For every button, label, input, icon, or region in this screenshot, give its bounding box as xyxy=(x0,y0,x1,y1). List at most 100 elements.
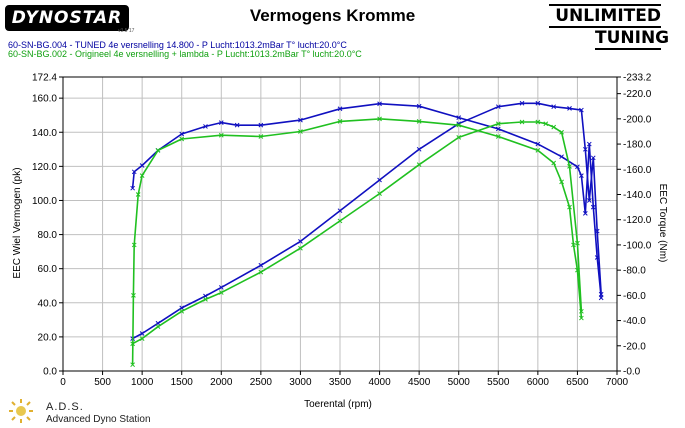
data-point-original-torque xyxy=(579,315,584,321)
x-tick-label: 3500 xyxy=(329,377,352,388)
data-point-tuned-torque xyxy=(495,126,501,132)
y-tick-label: 0.0 xyxy=(43,367,57,378)
data-point-tuned-power xyxy=(519,100,525,106)
axes: 0 500 1000 1500 2000 2500 3000 3500 4000 4500 5000… xyxy=(32,73,652,389)
run-label-tuned: 60-SN-BG.004 - TUNED 4e versnelling 14.8… xyxy=(8,40,347,50)
data-point-original-power xyxy=(298,245,303,251)
data-point-original-torque xyxy=(135,192,141,197)
data-point-original-torque xyxy=(131,293,136,298)
data-point-tuned-torque xyxy=(416,103,422,109)
data-point-original-torque xyxy=(377,116,382,122)
data-point-tuned-power xyxy=(590,155,596,161)
data-point-tuned-torque xyxy=(234,122,240,128)
data-point-original-power xyxy=(155,324,161,330)
y-tick-label: 20.0 xyxy=(38,332,58,343)
data-point-tuned-power xyxy=(218,285,224,290)
data-point-tuned-power xyxy=(582,146,588,152)
x-tick-label: 2500 xyxy=(250,377,273,388)
y2-tick-label: -140.0 xyxy=(623,190,652,201)
x-tick-label: 5000 xyxy=(448,377,471,388)
data-point-original-torque xyxy=(571,242,576,248)
data-point-original-power xyxy=(337,218,343,224)
data-point-tuned-torque xyxy=(377,101,382,107)
data-point-tuned-power xyxy=(495,104,501,110)
data-point-tuned-torque xyxy=(337,106,343,112)
data-point-original-torque xyxy=(416,119,422,124)
data-point-tuned-torque xyxy=(203,124,208,129)
x-tick-label: 500 xyxy=(94,377,111,388)
data-point-tuned-torque xyxy=(298,117,303,123)
y2-axis-label: EEC Torque (Nm) xyxy=(657,184,668,263)
data-point-original-power xyxy=(551,124,557,130)
data-point-original-torque xyxy=(535,148,541,153)
x-tick-label: 5500 xyxy=(487,377,510,388)
data-point-original-torque xyxy=(495,134,501,139)
x-tick-label: 6000 xyxy=(527,377,550,388)
x-tick-label: 1500 xyxy=(171,377,194,388)
ads-subtitle: Advanced Dyno Station xyxy=(46,414,151,425)
data-point-original-torque xyxy=(298,129,303,134)
chart-title: Vermogens Kromme xyxy=(249,6,416,25)
data-point-original-power xyxy=(416,162,422,168)
data-point-original-torque xyxy=(155,148,161,153)
data-point-original-power xyxy=(218,290,224,295)
y2-tick-label: -100.0 xyxy=(623,240,652,251)
data-point-original-power xyxy=(139,336,145,341)
data-point-original-power xyxy=(519,119,525,125)
data-point-tuned-power xyxy=(551,104,557,110)
data-point-original-power xyxy=(575,240,580,246)
grid xyxy=(63,77,617,371)
data-point-tuned-power xyxy=(535,100,541,106)
data-point-original-torque xyxy=(258,134,264,139)
data-point-tuned-torque xyxy=(590,204,596,210)
data-point-tuned-torque xyxy=(535,141,541,147)
x-tick-label: 4000 xyxy=(368,377,391,388)
y-tick-label: 80.0 xyxy=(38,230,58,241)
x-tick-label: 2000 xyxy=(210,377,233,388)
data-point-original-power xyxy=(258,269,264,275)
data-point-original-torque xyxy=(559,179,564,185)
x-tick-label: 4500 xyxy=(408,377,431,388)
data-point-tuned-torque xyxy=(575,164,580,170)
data-point-original-torque xyxy=(130,362,135,368)
data-point-tuned-torque xyxy=(598,295,604,301)
y-tick-label: 60.0 xyxy=(38,264,58,275)
data-point-tuned-power xyxy=(155,320,161,326)
series-line-original-torque xyxy=(131,118,583,365)
data-point-original-power xyxy=(567,164,572,169)
data-point-original-power xyxy=(495,121,501,127)
y-tick-label: 120.0 xyxy=(32,162,57,173)
data-point-tuned-torque xyxy=(559,154,564,160)
data-point-original-power xyxy=(535,119,541,125)
data-point-original-torque xyxy=(218,132,224,138)
y2-tick-label: -120.0 xyxy=(623,215,652,226)
data-point-tuned-torque xyxy=(586,141,592,147)
data-point-tuned-power xyxy=(586,198,592,203)
plot-frame xyxy=(62,76,618,372)
y2-tick-label: -220.0 xyxy=(623,89,652,100)
y-tick-label: 140.0 xyxy=(32,128,57,139)
x-axis-label: Toerental (rpm) xyxy=(304,399,372,410)
data-point-original-power xyxy=(377,191,382,196)
x-tick-label: 0 xyxy=(60,377,66,388)
x-tick-label: 1000 xyxy=(131,377,154,388)
y2-tick-label: -20.0 xyxy=(623,341,646,352)
data-point-tuned-torque xyxy=(456,115,462,120)
y2-tick-label: -160.0 xyxy=(623,165,652,176)
series-line-tuned-power xyxy=(132,102,602,340)
data-point-tuned-power xyxy=(258,262,264,268)
series-line-original-power xyxy=(132,121,583,345)
logo-right-line1: UNLIMITED xyxy=(549,4,661,28)
data-point-tuned-power xyxy=(567,106,572,111)
data-point-tuned-power xyxy=(579,107,584,113)
ads-sun-logo xyxy=(9,399,33,423)
data-point-original-torque xyxy=(551,160,557,166)
data-point-original-torque xyxy=(179,136,185,142)
y-tick-label: 172.4 xyxy=(32,73,57,84)
y-tick-label: 160.0 xyxy=(32,94,57,105)
x-tick-label: 6500 xyxy=(566,377,589,388)
y2-tick-label: -80.0 xyxy=(623,266,646,277)
data-point-original-power xyxy=(179,308,185,314)
data-point-tuned-power xyxy=(377,177,382,183)
